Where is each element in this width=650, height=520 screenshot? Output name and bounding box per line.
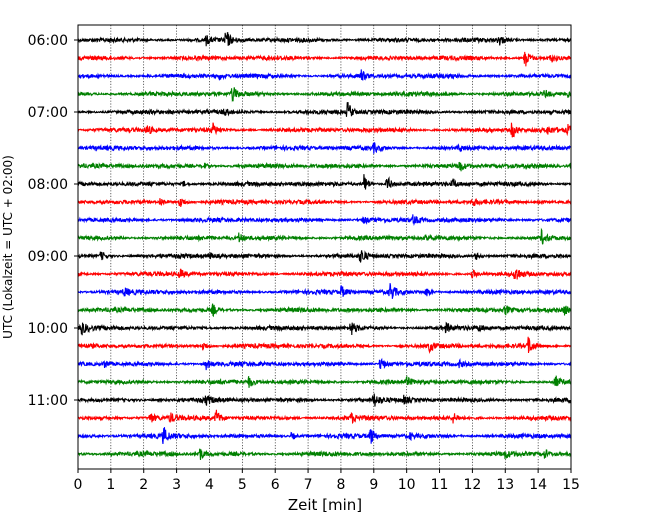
trace-line xyxy=(77,268,572,280)
x-tick-label: 9 xyxy=(369,477,378,493)
x-tick-label: 4 xyxy=(205,477,214,493)
x-axis-ticks: 0 1 2 3 4 5 6 7 8 9 10 11 12 13 14 15 xyxy=(74,469,580,493)
trace-line xyxy=(77,174,572,190)
trace-line xyxy=(77,393,572,407)
x-tick-label: 15 xyxy=(562,477,580,493)
trace-line xyxy=(77,283,572,299)
y-axis-label: UTC (Lokalzeit = UTC + 02:00) xyxy=(1,155,15,339)
trace-line xyxy=(77,227,572,245)
trace-line xyxy=(77,321,572,336)
trace-line xyxy=(77,448,572,460)
trace-line xyxy=(77,142,572,154)
y-tick-label: 06:00 xyxy=(28,33,68,49)
vertical-grid xyxy=(110,25,539,469)
trace-lines xyxy=(77,32,572,460)
y-tick-label: 08:00 xyxy=(28,177,68,193)
x-tick-label: 5 xyxy=(238,477,247,493)
x-tick-label: 13 xyxy=(496,477,514,493)
trace-line xyxy=(77,102,572,117)
trace-line xyxy=(77,51,572,67)
trace-line xyxy=(77,214,572,226)
x-tick-label: 2 xyxy=(139,477,148,493)
x-tick-label: 7 xyxy=(304,477,313,493)
x-tick-label: 10 xyxy=(398,477,416,493)
x-tick-label: 8 xyxy=(336,477,345,493)
x-tick-label: 3 xyxy=(172,477,181,493)
trace-line xyxy=(77,357,572,371)
trace-line xyxy=(77,409,572,425)
x-tick-label: 12 xyxy=(463,477,481,493)
trace-line xyxy=(77,336,572,354)
y-axis-ticks: 06:00 07:00 08:00 09:00 10:00 11:00 xyxy=(28,33,78,409)
trace-line xyxy=(77,375,572,388)
trace-line xyxy=(77,32,572,47)
trace-line xyxy=(77,197,572,207)
x-axis-label: Zeit [min] xyxy=(288,496,362,514)
trace-line xyxy=(77,161,572,172)
y-tick-label: 07:00 xyxy=(28,105,68,121)
y-tick-label: 10:00 xyxy=(28,321,68,337)
trace-line xyxy=(77,427,572,444)
x-tick-label: 6 xyxy=(271,477,280,493)
x-tick-label: 14 xyxy=(529,477,547,493)
x-tick-label: 1 xyxy=(106,477,115,493)
x-tick-label: 11 xyxy=(431,477,449,493)
trace-line xyxy=(77,69,572,81)
trace-line xyxy=(77,303,572,318)
trace-line xyxy=(77,87,572,103)
trace-line xyxy=(77,250,572,263)
x-tick-label: 0 xyxy=(74,477,83,493)
trace-line xyxy=(77,122,572,138)
y-tick-label: 09:00 xyxy=(28,249,68,265)
y-tick-label: 11:00 xyxy=(28,393,68,409)
plot-frame xyxy=(77,24,572,470)
